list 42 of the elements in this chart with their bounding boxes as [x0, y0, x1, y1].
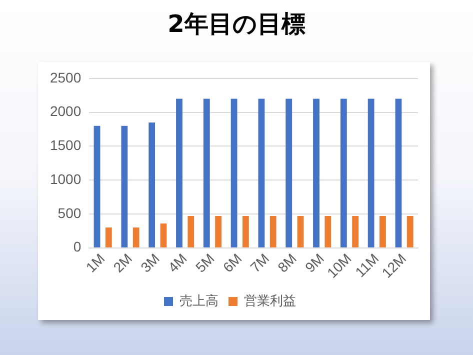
x-tick-label: 1M [82, 250, 108, 276]
bar [242, 216, 249, 248]
y-tick-label: 2500 [50, 69, 82, 86]
y-tick-label: 500 [58, 204, 82, 221]
x-tick-label: 7M [247, 250, 272, 276]
x-tick-label: 2M [110, 250, 136, 276]
bar [148, 122, 156, 248]
bar [176, 98, 182, 248]
bar [324, 216, 332, 248]
bar [380, 216, 386, 248]
x-tick-label: 5M [192, 250, 218, 276]
bar [215, 216, 222, 248]
bar [121, 126, 128, 248]
bar [203, 98, 210, 248]
bar [352, 216, 359, 248]
bar [230, 98, 238, 248]
bar [313, 98, 320, 248]
x-tick-label: 4M [164, 250, 190, 276]
bar [94, 126, 100, 248]
bar [132, 228, 140, 248]
bar [406, 216, 414, 248]
y-tick-label: 1000 [50, 170, 82, 187]
legend-label: 営業利益 [244, 293, 296, 308]
chart-title: 2年目の目標 [166, 9, 306, 40]
x-tick-label: 8M [274, 250, 300, 276]
bar [286, 98, 292, 248]
bar [188, 216, 194, 248]
bar [297, 216, 304, 248]
y-tick-label: 2000 [50, 103, 82, 120]
bar [368, 98, 374, 248]
x-tick-label: 3M [137, 250, 163, 276]
y-tick-label: 0 [73, 238, 82, 255]
bar [105, 228, 112, 248]
legend-label: 売上高 [180, 293, 218, 308]
bar [160, 223, 167, 248]
bar [258, 98, 265, 248]
bar [340, 98, 347, 248]
y-tick-label: 1500 [50, 137, 82, 154]
bar [270, 216, 276, 248]
x-tick-label: 6M [220, 250, 245, 276]
bar [395, 98, 402, 248]
x-tick-label: 9M [302, 250, 327, 276]
